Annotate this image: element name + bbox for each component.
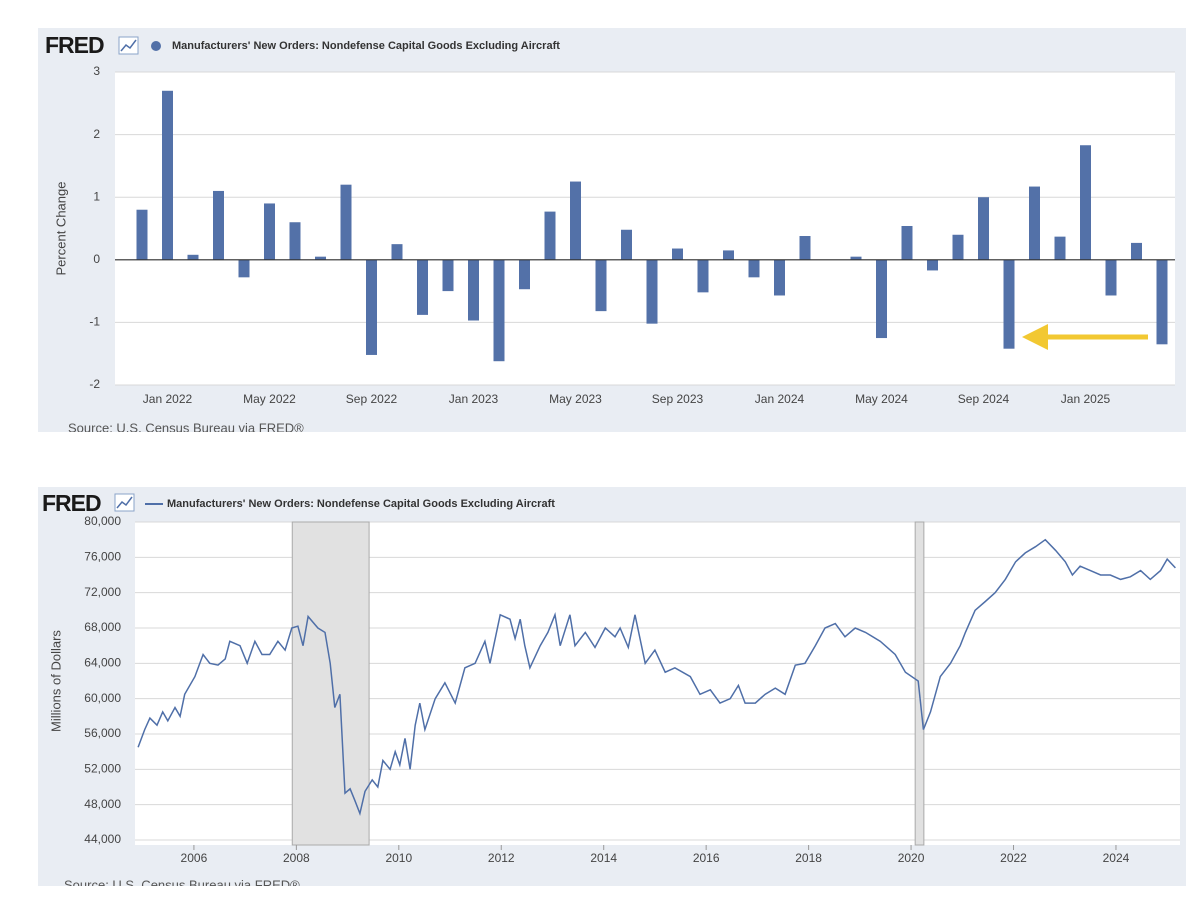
x-tick-label: 2006 bbox=[181, 851, 208, 865]
bar bbox=[238, 259, 250, 278]
bar bbox=[468, 259, 479, 321]
bar bbox=[187, 254, 199, 260]
x-tick-label: 2008 bbox=[283, 851, 310, 865]
logo-icon bbox=[118, 36, 139, 55]
y-tick-label: 52,000 bbox=[84, 762, 121, 776]
bar bbox=[723, 250, 734, 260]
bar bbox=[1105, 259, 1117, 296]
x-tick-label: Jan 2025 bbox=[1061, 392, 1111, 406]
bar bbox=[1054, 236, 1066, 260]
y-tick-label: 2 bbox=[93, 127, 100, 141]
plot-area bbox=[135, 522, 1180, 845]
line-series bbox=[137, 538, 1176, 817]
x-tick-label: 2016 bbox=[693, 851, 720, 865]
bar bbox=[799, 236, 811, 260]
y-tick-label: -1 bbox=[89, 315, 100, 329]
bar bbox=[366, 259, 377, 355]
legend-label: Manufacturers' New Orders: Nondefense Ca… bbox=[167, 498, 555, 510]
y-tick-label: 68,000 bbox=[84, 620, 121, 634]
x-tick-label: 2010 bbox=[385, 851, 412, 865]
x-tick-label: Sep 2022 bbox=[346, 392, 398, 406]
bar bbox=[672, 248, 683, 260]
bar bbox=[850, 256, 862, 260]
bar bbox=[952, 234, 964, 260]
legend-label: Manufacturers' New Orders: Nondefense Ca… bbox=[172, 40, 560, 52]
y-tick-label: -2 bbox=[89, 377, 100, 391]
y-tick-label: 56,000 bbox=[84, 726, 121, 740]
bar bbox=[1080, 145, 1091, 260]
bar bbox=[442, 259, 454, 292]
x-tick-label: 2022 bbox=[1000, 851, 1027, 865]
bar bbox=[748, 259, 760, 278]
x-tick-label: May 2022 bbox=[243, 392, 296, 406]
bar bbox=[1029, 186, 1040, 260]
x-tick-label: 2012 bbox=[488, 851, 515, 865]
bar bbox=[417, 259, 428, 315]
bar bbox=[901, 225, 913, 260]
bar bbox=[595, 259, 607, 312]
y-tick-label: 76,000 bbox=[84, 550, 121, 564]
bar bbox=[876, 259, 887, 339]
logo-icon bbox=[114, 493, 135, 512]
annotation-arrow bbox=[1022, 324, 1148, 350]
bar bbox=[646, 259, 658, 324]
x-tick-label: 2024 bbox=[1103, 851, 1130, 865]
bar bbox=[978, 197, 989, 260]
logo: FRED bbox=[45, 32, 104, 58]
x-tick-label: 2014 bbox=[590, 851, 617, 865]
bar bbox=[544, 211, 556, 260]
shaded-period bbox=[914, 521, 925, 846]
bar bbox=[162, 90, 173, 260]
y-tick-label: 44,000 bbox=[84, 832, 121, 846]
x-tick-label: 2020 bbox=[898, 851, 925, 865]
source: Source: U.S. Census Bureau via FRED® bbox=[68, 420, 304, 435]
y-tick-label: 72,000 bbox=[84, 585, 121, 599]
y-tick-label: 1 bbox=[93, 189, 100, 203]
y-tick-label: 60,000 bbox=[84, 691, 121, 705]
chart-layer: FRED Manufacturers' New Orders: Nondefens… bbox=[42, 32, 1180, 892]
legend-marker bbox=[151, 41, 161, 51]
x-tick-label: Sep 2023 bbox=[652, 392, 704, 406]
source: Source: U.S. Census Bureau via FRED® bbox=[64, 877, 300, 892]
x-tick-label: Jan 2022 bbox=[143, 392, 193, 406]
x-tick-label: Jan 2024 bbox=[755, 392, 805, 406]
bar bbox=[213, 190, 224, 260]
x-tick-label: May 2024 bbox=[855, 392, 908, 406]
bar bbox=[697, 259, 709, 293]
bar bbox=[1003, 259, 1015, 349]
y-axis-label: Percent Change bbox=[53, 182, 68, 276]
shaded-period bbox=[291, 521, 370, 846]
bar bbox=[927, 259, 938, 271]
bar bbox=[1156, 259, 1168, 345]
bar bbox=[570, 181, 581, 260]
bar bbox=[264, 203, 275, 260]
bar bbox=[391, 244, 403, 260]
y-axis-label: Millions of Dollars bbox=[48, 630, 63, 732]
y-tick-label: 0 bbox=[93, 252, 100, 266]
bar bbox=[774, 259, 785, 296]
bar bbox=[519, 259, 530, 290]
x-tick-label: 2018 bbox=[795, 851, 822, 865]
bar bbox=[136, 209, 148, 260]
bar bbox=[621, 229, 632, 260]
bar bbox=[1131, 242, 1142, 260]
y-tick-label: 48,000 bbox=[84, 797, 121, 811]
y-tick-label: 80,000 bbox=[84, 514, 121, 528]
x-tick-label: Jan 2023 bbox=[449, 392, 499, 406]
x-tick-label: Sep 2024 bbox=[958, 392, 1010, 406]
bar bbox=[493, 259, 505, 362]
x-tick-label: May 2023 bbox=[549, 392, 602, 406]
y-tick-label: 3 bbox=[93, 64, 100, 78]
bar bbox=[289, 222, 301, 260]
logo: FRED bbox=[42, 490, 101, 516]
bar bbox=[340, 184, 352, 260]
bar bbox=[315, 256, 326, 260]
y-tick-label: 64,000 bbox=[84, 656, 121, 670]
